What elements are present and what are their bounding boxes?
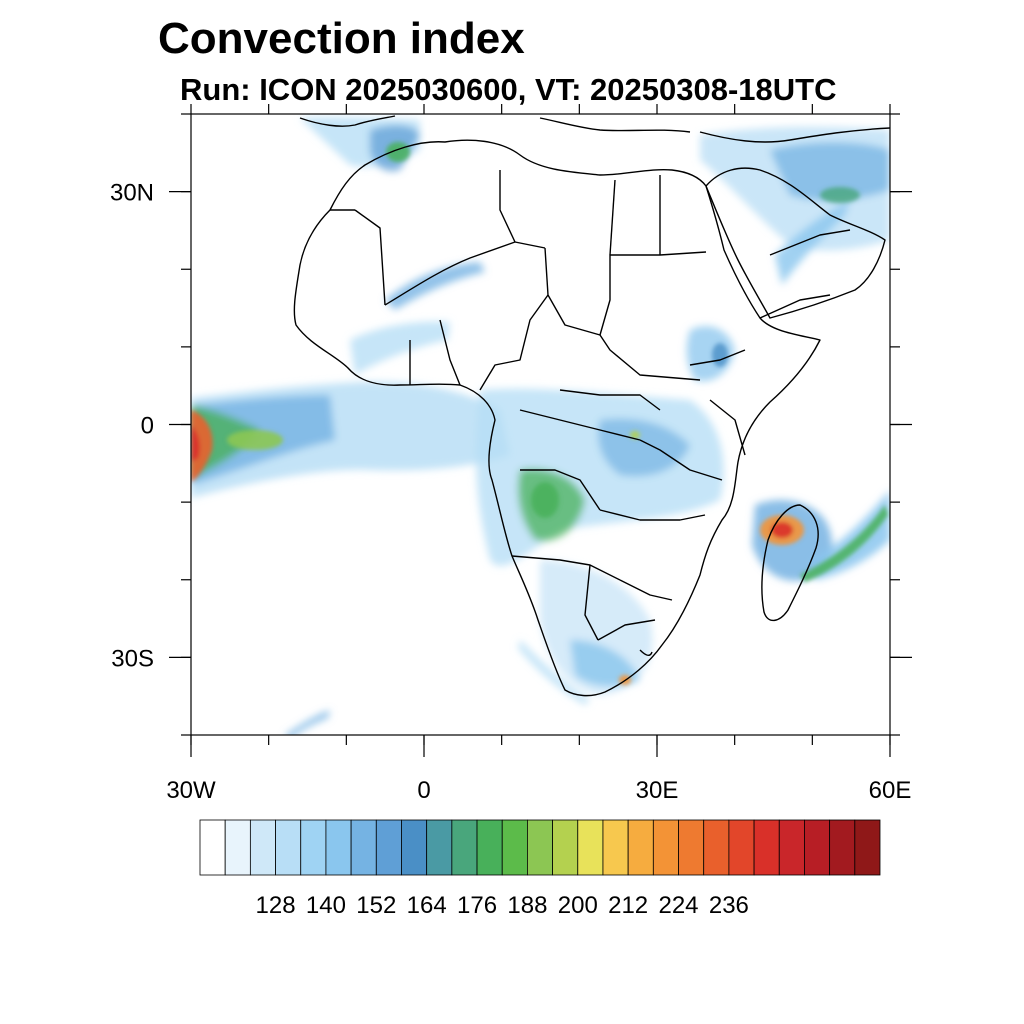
colorbar-swatch (426, 819, 453, 876)
colorbar-swatch (652, 819, 679, 876)
page-title: Convection index (158, 14, 525, 63)
colorbar-tick-label: 164 (407, 892, 447, 919)
colorbar-labels: 128 140 152 164 176 188 200 212 224 236 (256, 892, 749, 919)
colorbar-tick-label: 188 (507, 892, 547, 919)
colorbar-swatch (401, 819, 428, 876)
colorbar-swatch (577, 819, 604, 876)
lon-tick-label: 0 (417, 777, 430, 804)
colorbar-swatch (829, 819, 856, 876)
map-ticks (169, 104, 912, 757)
colorbar-swatch (804, 819, 831, 876)
colorbar-swatch (249, 819, 276, 876)
colorbar-swatch (703, 819, 730, 876)
colorbar-swatch (627, 819, 654, 876)
colorbar-swatch (778, 819, 805, 876)
colorbar-tick-label: 176 (457, 892, 497, 919)
coastlines-and-borders (293, 115, 890, 697)
colorbar-swatch (275, 819, 302, 876)
colorbar-swatch (224, 819, 251, 876)
lon-tick-label: 30E (636, 777, 679, 804)
colorbar-tick-label: 224 (658, 892, 698, 919)
lat-tick-label: 30S (111, 645, 154, 672)
colorbar-tick-label: 140 (306, 892, 346, 919)
colorbar-swatch (854, 819, 881, 876)
colorbar-tick-label: 152 (356, 892, 396, 919)
colorbar-swatch (602, 819, 629, 876)
colorbar-swatch (728, 819, 755, 876)
colorbar-swatch (501, 819, 528, 876)
colorbar-tick-label: 236 (709, 892, 749, 919)
lat-tick-label: 30N (110, 180, 154, 207)
colorbar-swatch (350, 819, 377, 876)
colorbar-swatch (678, 819, 705, 876)
colorbar-tick-label: 200 (558, 892, 598, 919)
colorbar-swatch (552, 819, 579, 876)
colorbar-swatch (451, 819, 478, 876)
run-info-subtitle: Run: ICON 2025030600, VT: 20250308-18UTC (180, 72, 837, 107)
convection-field (191, 117, 890, 735)
colorbar-swatch (375, 819, 402, 876)
map-tick-labels: 30W 0 30E 60E 30N 0 30S (110, 180, 911, 804)
colorbar-swatch (325, 819, 352, 876)
colorbar-swatch (476, 819, 503, 876)
lon-tick-label: 60E (869, 777, 912, 804)
colorbar (199, 819, 881, 876)
colorbar-tick-label: 128 (256, 892, 296, 919)
lon-tick-label: 30W (166, 777, 216, 804)
colorbar-swatch (300, 819, 327, 876)
colorbar-swatch (527, 819, 553, 876)
colorbar-tick-label: 212 (608, 892, 648, 919)
colorbar-swatch (199, 819, 226, 876)
lat-tick-label: 0 (141, 413, 154, 440)
colorbar-swatch (753, 819, 780, 876)
